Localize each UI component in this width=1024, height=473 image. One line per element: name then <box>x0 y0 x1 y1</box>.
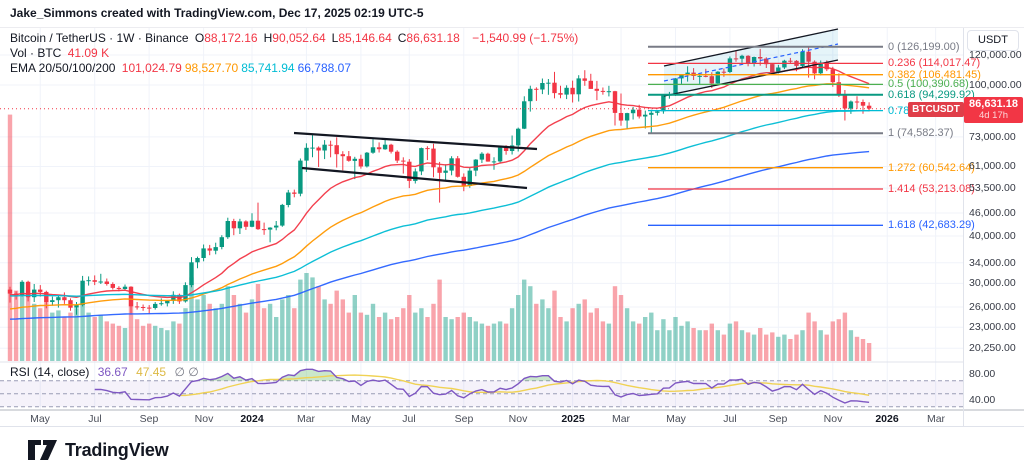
ohlc-values: O88,172.16 H90,052.64 L85,146.64 C86,631.18 <box>195 31 466 45</box>
time-tick-label: Jul <box>723 413 737 425</box>
fib-level-label-0: 0 (126,199.00) <box>888 41 960 53</box>
fib-level-label-0.5: 0.5 (100,390.68) <box>888 78 969 90</box>
fib-level-label-1.618: 1.618 (42,683.29) <box>888 219 975 231</box>
time-tick-label: Mar <box>611 413 631 425</box>
legend-symbol-row: Bitcoin / TetherUS · 1W · Binance O88,17… <box>10 31 581 45</box>
ohlc-value: 86,631.18 <box>406 31 460 45</box>
ema-values: 101,024.79 98,527.70 85,741.94 66,788.07 <box>122 61 354 75</box>
tradingview-logo[interactable]: TradingView <box>28 438 169 462</box>
price-tick-label: 30,000.00 <box>969 277 1016 289</box>
last-price-value: 86,631.18 <box>969 98 1018 110</box>
fib-level-label-1: 1 (74,582.37) <box>888 127 954 139</box>
time-tick-label: Nov <box>194 413 214 425</box>
time-tick-label: Jul <box>402 413 416 425</box>
ema-value: 98,527.70 <box>184 61 239 75</box>
bar-countdown: 4d 17h <box>978 110 1009 121</box>
ohlc-letter: C <box>397 31 407 45</box>
ema-label[interactable]: EMA 20/50/100/200 <box>10 61 116 75</box>
time-tick-label: May <box>666 413 686 425</box>
price-tick-label: 100,000.00 <box>969 79 1022 91</box>
ohlc-value: 85,146.64 <box>338 31 392 45</box>
attribution-text: Jake_Simmons created with TradingView.co… <box>10 6 424 20</box>
ohlc-letter: H <box>263 31 273 45</box>
time-tick-label: Sep <box>139 413 159 425</box>
price-tick-label: 26,000.00 <box>969 301 1016 313</box>
time-tick-label: May <box>351 413 371 425</box>
ema-value: 101,024.79 <box>121 61 182 75</box>
price-tick-label: 23,000.00 <box>969 321 1016 333</box>
time-tick-label: Mar <box>926 413 946 425</box>
price-tick-label: 34,000.00 <box>969 257 1016 269</box>
symbol-legend: Bitcoin / TetherUS · 1W · Binance O88,17… <box>10 31 581 76</box>
price-tick-label: 40,000.00 <box>969 230 1016 242</box>
rsi-tick-label: 40.00 <box>969 394 996 406</box>
rsi-hidden-values: ∅ ∅ <box>174 365 199 379</box>
currency-toggle-button[interactable]: USDT <box>967 30 1019 51</box>
price-tick-label: 73,000.00 <box>969 131 1016 143</box>
fib-level-label-0.236: 0.236 (114,017.47) <box>888 57 981 69</box>
time-tick-label: 2025 <box>561 413 585 425</box>
last-price-badge: 86,631.18 4d 17h <box>964 97 1023 123</box>
ema-value: 66,788.07 <box>297 61 351 75</box>
time-tick-label: Jul <box>88 413 102 425</box>
symbol-title[interactable]: Bitcoin / TetherUS · 1W · Binance <box>10 31 189 45</box>
time-tick-label: Mar <box>296 413 316 425</box>
time-tick-label: Sep <box>454 413 474 425</box>
ohlc-letter: L <box>331 31 339 45</box>
time-tick-label: Sep <box>768 413 788 425</box>
legend-ema-row: EMA 20/50/100/200 101,024.79 98,527.70 85,… <box>10 61 581 75</box>
time-tick-label: Nov <box>823 413 843 425</box>
ema-value: 85,741.94 <box>241 61 295 75</box>
legend-volume-row: Vol · BTC 41.09 K <box>10 46 581 60</box>
ohlc-value: 88,172.16 <box>204 31 258 45</box>
symbol-price-badge: BTCUSDT <box>908 102 964 117</box>
fib-level-label-1.272: 1.272 (60,542.64) <box>888 162 975 174</box>
tradingview-logo-text: TradingView <box>65 439 169 460</box>
attribution-divider <box>0 27 1024 28</box>
ohlc-letter: O <box>194 31 205 45</box>
fib-level-label-0.382: 0.382 (106,481.45) <box>888 69 981 81</box>
volume-label[interactable]: Vol · BTC <box>10 46 62 60</box>
rsi-value: 36.67 <box>97 365 128 379</box>
volume-value: 41.09 K <box>67 46 110 60</box>
time-tick-label: 2024 <box>240 413 264 425</box>
time-tick-label: 2026 <box>875 413 899 425</box>
price-tick-label: 61,000.00 <box>969 160 1016 172</box>
price-tick-label: 120,000.00 <box>969 49 1022 61</box>
rsi-tick-label: 80.00 <box>969 368 996 380</box>
price-tick-label: 20,250.00 <box>969 342 1016 354</box>
rsi-label[interactable]: RSI (14, close) <box>10 365 90 379</box>
ohlc-value: 90,052.64 <box>272 31 326 45</box>
price-tick-label: 53,500.00 <box>969 182 1016 194</box>
tradingview-logo-icon <box>28 440 57 460</box>
rsi-legend: RSI (14, close) 36.67 47.45 ∅ ∅ <box>10 365 204 379</box>
fib-level-label-1.414: 1.414 (53,213.08) <box>888 183 975 195</box>
fib-level-label-0.618: 0.618 (94,299.92) <box>888 89 975 101</box>
rsi-ma-value: 47.45 <box>136 365 167 379</box>
change-value: −1,540.99 (−1.75%) <box>472 31 579 45</box>
time-tick-label: Nov <box>508 413 528 425</box>
time-tick-label: May <box>30 413 50 425</box>
price-tick-label: 46,000.00 <box>969 207 1016 219</box>
